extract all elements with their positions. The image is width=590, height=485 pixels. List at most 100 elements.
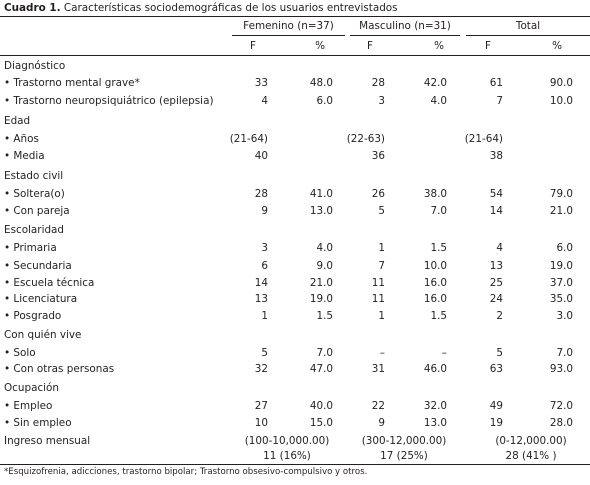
percent-cell: 90.0: [549, 77, 573, 89]
bottom-rule: [0, 464, 590, 465]
percent-cell: 42.0: [423, 77, 447, 89]
row-label: • Años: [4, 133, 39, 145]
column-group-header: Femenino (n=37): [243, 20, 334, 32]
percent-cell: 21.0: [549, 205, 573, 217]
percent-cell: 10.0: [423, 260, 447, 272]
row-label: • Licenciatura: [4, 293, 78, 305]
frequency-cell: 27: [254, 400, 268, 412]
frequency-cell: 5: [496, 347, 503, 359]
row-label: • Solo: [4, 347, 36, 359]
frequency-cell: 14: [489, 205, 503, 217]
frequency-cell: 3: [261, 242, 268, 254]
frequency-cell: 26: [371, 188, 385, 200]
percent-cell: 19.0: [309, 293, 333, 305]
income-count: 17 (25%): [380, 450, 428, 462]
percent-cell: 13.0: [309, 205, 333, 217]
row-label: • Escuela técnica: [4, 277, 95, 289]
frequency-cell: 22: [371, 400, 385, 412]
row-label: Ocupación: [4, 382, 59, 394]
income-range: (0-12,000.00): [495, 435, 567, 447]
frequency-cell: 63: [489, 363, 503, 375]
percent-cell: 4.0: [430, 95, 447, 107]
row-label: • Trastorno neuropsiquiátrico (epilepsia…: [4, 95, 214, 107]
row-label: Estado civil: [4, 170, 64, 182]
percent-cell: 7.0: [556, 347, 573, 359]
frequency-cell: 9: [378, 417, 385, 429]
frequency-cell: 28: [254, 188, 268, 200]
row-label: • Con pareja: [4, 205, 70, 217]
row-label: • Con otras personas: [4, 363, 115, 375]
percent-cell: 6.0: [556, 242, 573, 254]
caption-text: Características sociodemográficas de los…: [63, 2, 398, 14]
percent-cell: 93.0: [549, 363, 573, 375]
percent-cell: 41.0: [309, 188, 333, 200]
income-label: Ingreso mensual: [4, 435, 91, 447]
column-subheader: F: [250, 40, 256, 52]
column-subheader: %: [552, 40, 562, 52]
percent-cell: 7.0: [430, 205, 447, 217]
frequency-cell: 5: [261, 347, 268, 359]
percent-cell: 32.0: [423, 400, 447, 412]
frequency-cell: 6: [261, 260, 268, 272]
header-rule: [0, 55, 590, 56]
frequency-cell: 54: [489, 188, 503, 200]
percent-cell: 21.0: [309, 277, 333, 289]
percent-cell: 47.0: [309, 363, 333, 375]
frequency-cell: –: [379, 347, 385, 359]
frequency-cell: 4: [496, 242, 503, 254]
column-subheader: %: [315, 40, 325, 52]
frequency-cell: (22-63): [346, 133, 385, 145]
frequency-cell: 31: [371, 363, 385, 375]
column-subheader: F: [367, 40, 373, 52]
income-count: 11 (16%): [263, 450, 311, 462]
row-label: • Sin empleo: [4, 417, 72, 429]
percent-cell: 7.0: [316, 347, 333, 359]
frequency-cell: 24: [489, 293, 503, 305]
row-label: • Soltera(o): [4, 188, 65, 200]
frequency-cell: 4: [261, 95, 268, 107]
percent-cell: 16.0: [423, 277, 447, 289]
row-label: • Empleo: [4, 400, 53, 412]
row-label: • Posgrado: [4, 310, 62, 322]
column-group-header: Masculino (n=31): [359, 20, 451, 32]
row-label: • Trastorno mental grave*: [4, 77, 140, 89]
table-caption: Cuadro 1. Características sociodemográfi…: [4, 2, 398, 14]
frequency-cell: 25: [489, 277, 503, 289]
frequency-cell: 3: [378, 95, 385, 107]
percent-cell: 48.0: [309, 77, 333, 89]
caption-label: Cuadro 1.: [4, 2, 61, 14]
row-label: Escolaridad: [4, 224, 65, 236]
percent-cell: 72.0: [549, 400, 573, 412]
percent-cell: 1.5: [316, 310, 333, 322]
column-subheader: F: [485, 40, 491, 52]
frequency-cell: 1: [378, 242, 385, 254]
frequency-cell: 38: [489, 150, 503, 162]
percent-cell: 13.0: [423, 417, 447, 429]
percent-cell: 40.0: [309, 400, 333, 412]
income-range: (100-10,000.00): [244, 435, 330, 447]
frequency-cell: 32: [254, 363, 268, 375]
percent-cell: 1.5: [430, 310, 447, 322]
group-underline: [466, 35, 590, 36]
percent-cell: 6.0: [316, 95, 333, 107]
frequency-cell: 2: [496, 310, 503, 322]
table-footnote: *Esquizofrenia, adicciones, trastorno bi…: [4, 467, 368, 477]
frequency-cell: 14: [254, 277, 268, 289]
frequency-cell: 1: [261, 310, 268, 322]
frequency-cell: 61: [489, 77, 503, 89]
frequency-cell: 19: [489, 417, 503, 429]
frequency-cell: 36: [371, 150, 385, 162]
row-label: Con quién vive: [4, 329, 82, 341]
frequency-cell: 49: [489, 400, 503, 412]
percent-cell: 79.0: [549, 188, 573, 200]
percent-cell: 38.0: [423, 188, 447, 200]
row-label: • Secundaria: [4, 260, 72, 272]
percent-cell: 35.0: [549, 293, 573, 305]
column-subheader: %: [434, 40, 444, 52]
frequency-cell: 13: [254, 293, 268, 305]
frequency-cell: 9: [261, 205, 268, 217]
frequency-cell: 5: [378, 205, 385, 217]
column-group-header: Total: [515, 20, 541, 32]
percent-cell: 28.0: [549, 417, 573, 429]
frequency-cell: (21-64): [229, 133, 268, 145]
